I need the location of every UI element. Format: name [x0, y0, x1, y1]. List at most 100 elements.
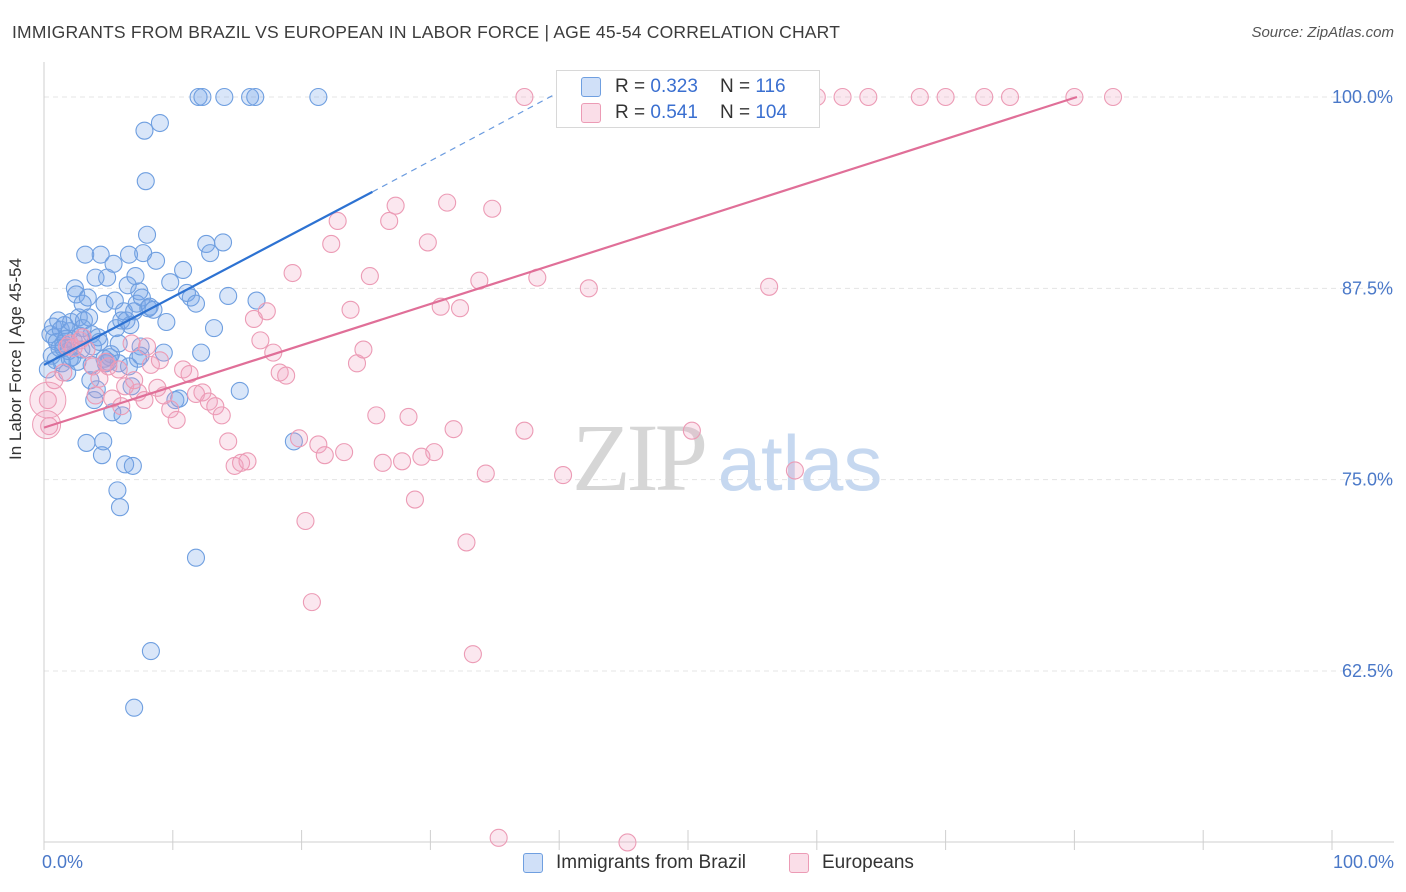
- trend-lines: [43, 94, 1078, 429]
- brazil-point: [189, 87, 208, 107]
- europeans-point: [180, 365, 199, 384]
- europeans-point: [309, 435, 328, 454]
- europeans-point: [328, 211, 347, 231]
- n-label: N =: [719, 76, 751, 97]
- brazil-point: [113, 406, 132, 425]
- europeans-point: [283, 263, 302, 283]
- europeans-point: [141, 355, 160, 374]
- brazil-point: [141, 642, 160, 661]
- brazil-point: [241, 87, 260, 107]
- watermark-atlas: atlas: [718, 419, 883, 507]
- europeans-point: [199, 392, 218, 411]
- source-label: Source: ZipAtlas.com: [1251, 24, 1394, 41]
- correlation-row-europeans: R = 0.541 N = 104: [581, 101, 787, 125]
- brazil-point: [78, 288, 97, 307]
- r-value-europeans: 0.541: [650, 102, 698, 123]
- europeans-point-cluster: [32, 410, 62, 440]
- brazil-point: [91, 245, 110, 264]
- europeans-point: [206, 397, 225, 416]
- europeans-point: [341, 300, 360, 319]
- europeans-point: [73, 328, 92, 347]
- r-label: R =: [615, 102, 646, 123]
- europeans-point: [463, 645, 482, 664]
- y-tick-label: 75.0%: [1342, 470, 1393, 490]
- europeans-point: [936, 87, 955, 107]
- europeans-point: [1103, 87, 1123, 107]
- europeans-point: [515, 421, 534, 440]
- europeans-trend-line: [43, 95, 1078, 429]
- brazil-swatch: [581, 77, 601, 97]
- europeans-point: [476, 464, 495, 483]
- europeans-point: [161, 400, 180, 419]
- europeans-point: [450, 299, 470, 318]
- europeans-point: [212, 406, 231, 425]
- europeans-point: [859, 87, 878, 107]
- watermark-zip: ZIP: [572, 404, 705, 511]
- brazil-point: [119, 357, 139, 376]
- r-label: R =: [615, 76, 646, 97]
- europeans-point: [360, 267, 379, 286]
- brazil-point: [95, 294, 114, 313]
- n-label: N =: [719, 102, 751, 123]
- europeans-point: [399, 407, 418, 426]
- brazil-point: [186, 294, 206, 313]
- europeans-point: [90, 369, 109, 388]
- n-value-brazil: 116: [755, 76, 786, 97]
- gridlines: [44, 96, 1394, 672]
- brazil-point: [213, 233, 233, 252]
- legend-label-brazil: Immigrants from Brazil: [556, 852, 747, 873]
- europeans-point: [99, 357, 118, 376]
- europeans-point: [515, 87, 534, 107]
- brazil-point: [284, 432, 303, 451]
- brazil-point: [125, 698, 144, 717]
- brazil-point: [132, 288, 151, 307]
- europeans-point: [554, 466, 573, 485]
- europeans-point: [251, 331, 270, 350]
- europeans-point: [833, 87, 852, 107]
- europeans-point: [137, 337, 157, 356]
- legend-item-brazil[interactable]: Immigrants from Brazil: [523, 852, 746, 874]
- europeans-point: [322, 234, 341, 253]
- europeans-point: [219, 432, 238, 451]
- brazil-point: [136, 172, 155, 191]
- brazil-point: [215, 87, 234, 107]
- brazil-point: [67, 285, 86, 304]
- europeans-point: [38, 391, 57, 410]
- europeans-point: [122, 334, 141, 353]
- europeans-point: [1000, 87, 1020, 107]
- brazil-point: [192, 343, 211, 362]
- brazil-point: [94, 432, 113, 451]
- brazil-point: [157, 312, 176, 332]
- europeans-point: [174, 360, 193, 379]
- europeans-point-cluster: [29, 381, 67, 419]
- legend-label-europeans: Europeans: [822, 852, 914, 873]
- europeans-point: [167, 410, 186, 430]
- brazil-point: [309, 87, 328, 107]
- axes: [43, 62, 1394, 850]
- y-tick-labels: 62.5% 75.0% 87.5% 100.0%: [1332, 87, 1393, 681]
- brazil-point: [123, 456, 142, 475]
- europeans-point: [489, 828, 508, 847]
- brazil-point: [116, 455, 135, 474]
- brazil-point: [246, 87, 265, 107]
- europeans-point: [393, 452, 412, 471]
- brazil-point: [147, 251, 166, 270]
- europeans-point: [335, 443, 354, 462]
- europeans-point: [232, 453, 251, 472]
- brazil-point: [137, 225, 157, 244]
- y-axis-label: In Labor Force | Age 45-54: [6, 258, 25, 460]
- europeans-point: [380, 211, 399, 231]
- correlation-row-brazil: R = 0.323 N = 116: [581, 75, 786, 99]
- legend-swatch-europeans: [789, 853, 809, 873]
- europeans-point: [193, 383, 212, 402]
- legend-item-europeans[interactable]: Europeans: [789, 852, 914, 874]
- europeans-point: [125, 371, 144, 390]
- europeans-point: [257, 302, 276, 321]
- r-value-brazil: 0.323: [650, 76, 698, 97]
- europeans-point: [785, 461, 804, 480]
- europeans-point: [457, 533, 476, 552]
- europeans-point: [444, 420, 463, 439]
- europeans-point: [760, 277, 779, 296]
- y-tick-label: 87.5%: [1342, 278, 1393, 298]
- brazil-trend-extension: [372, 94, 554, 193]
